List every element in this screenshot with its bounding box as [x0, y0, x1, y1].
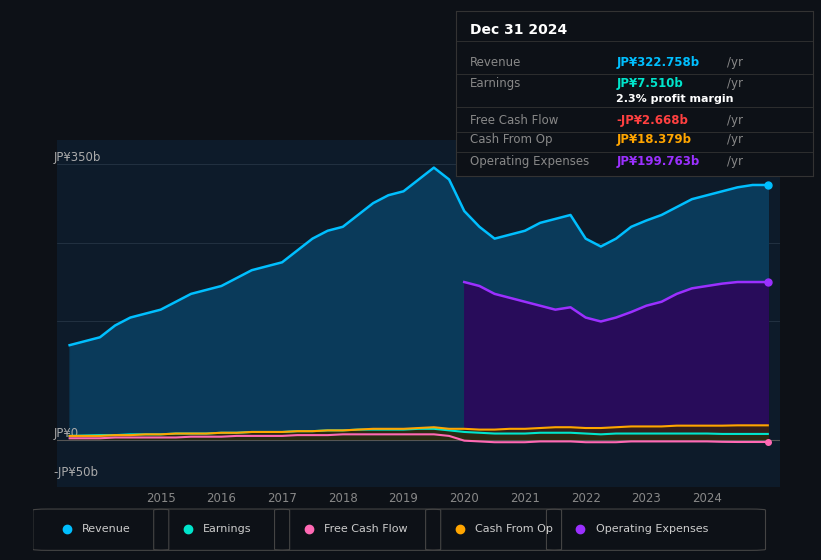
Text: Cash From Op: Cash From Op [470, 133, 553, 147]
Text: -JP¥2.668b: -JP¥2.668b [617, 114, 688, 127]
Text: Earnings: Earnings [470, 77, 521, 90]
Text: /yr: /yr [727, 133, 743, 147]
Text: Dec 31 2024: Dec 31 2024 [470, 23, 567, 37]
Text: JP¥7.510b: JP¥7.510b [617, 77, 683, 90]
Text: JP¥18.379b: JP¥18.379b [617, 133, 691, 147]
Text: Free Cash Flow: Free Cash Flow [323, 524, 407, 534]
Text: Earnings: Earnings [203, 524, 251, 534]
Text: Operating Expenses: Operating Expenses [470, 155, 589, 168]
Text: JP¥350b: JP¥350b [54, 151, 101, 164]
Text: /yr: /yr [727, 155, 743, 168]
Text: 2.3% profit margin: 2.3% profit margin [617, 94, 734, 104]
Text: Free Cash Flow: Free Cash Flow [470, 114, 558, 127]
Text: Revenue: Revenue [470, 56, 521, 69]
Text: Cash From Op: Cash From Op [475, 524, 553, 534]
Text: JP¥322.758b: JP¥322.758b [617, 56, 699, 69]
Text: JP¥0: JP¥0 [54, 427, 79, 440]
Text: /yr: /yr [727, 56, 743, 69]
Text: JP¥199.763b: JP¥199.763b [617, 155, 699, 168]
Text: /yr: /yr [727, 114, 743, 127]
Text: Revenue: Revenue [82, 524, 131, 534]
Text: Operating Expenses: Operating Expenses [595, 524, 708, 534]
Text: -JP¥50b: -JP¥50b [54, 466, 99, 479]
Text: /yr: /yr [727, 77, 743, 90]
